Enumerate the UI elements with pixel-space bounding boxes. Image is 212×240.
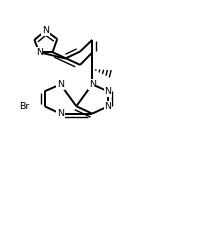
Text: N: N (105, 87, 112, 96)
Text: Br: Br (19, 102, 29, 111)
Text: N: N (57, 109, 64, 118)
Text: N: N (57, 80, 64, 89)
Text: N: N (42, 26, 49, 35)
Text: N: N (36, 48, 43, 57)
Text: N: N (105, 102, 112, 111)
Text: N: N (89, 80, 96, 89)
